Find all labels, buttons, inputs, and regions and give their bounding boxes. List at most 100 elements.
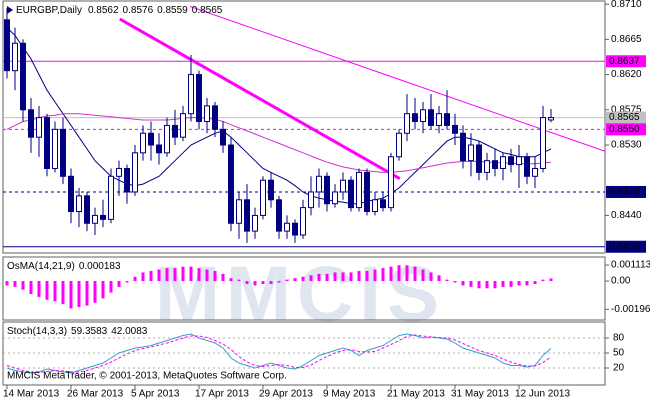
osma-bar	[525, 281, 529, 286]
candle-body	[236, 199, 242, 224]
osma-bar	[261, 281, 265, 284]
level-label: 0.8550	[609, 124, 640, 135]
osma-bar	[109, 281, 113, 293]
osma-bar	[549, 278, 553, 282]
osma-bar	[13, 281, 17, 287]
osma-bar	[293, 278, 297, 282]
osma-bar	[125, 281, 129, 283]
stoch-tick-label: 50	[613, 348, 625, 359]
level-label: 0.8637	[609, 56, 640, 67]
candle-body	[412, 113, 418, 123]
osma-bar	[141, 272, 145, 282]
candle-body	[172, 124, 178, 138]
osma-bar	[237, 279, 241, 282]
candle-body	[132, 152, 138, 193]
osma-bar	[533, 281, 537, 284]
osma-bar	[461, 281, 465, 286]
candle-body	[28, 109, 34, 138]
footer: MMCIS MetaTrader, © 2001-2013, MetaQuote…	[7, 371, 287, 382]
osma-bar	[205, 269, 209, 282]
osma-bar	[309, 275, 313, 282]
osma-bar	[29, 281, 33, 295]
candle-body	[380, 199, 386, 209]
candle-body	[44, 117, 50, 169]
main-title: EURGBP,Daily 0.8562 0.8576 0.8559 0.8565	[16, 5, 223, 16]
stoch-title: Stoch(14,3,3) 59.3583 42.0083	[7, 326, 148, 337]
candle-body	[20, 42, 26, 111]
osma-bar	[493, 281, 497, 289]
osma-bar	[45, 281, 49, 300]
candle-body	[116, 167, 122, 177]
candle-body	[196, 74, 202, 123]
stoch-line	[6, 333, 552, 374]
osma-bar	[165, 268, 169, 282]
osma-bar	[133, 276, 137, 282]
watermark: MMCIS	[155, 250, 445, 338]
osma-bar	[61, 281, 65, 305]
candle-body	[452, 124, 458, 134]
osma-bar	[253, 281, 257, 286]
candle-body	[428, 109, 434, 126]
candle-body	[100, 214, 106, 220]
osma-bar	[157, 269, 161, 282]
candle-body	[12, 42, 18, 72]
candle-body	[268, 179, 274, 201]
x-tick-label: 26 Mar 2013	[67, 389, 124, 400]
osma-bar	[269, 281, 273, 284]
candle-body	[60, 128, 66, 177]
candle-body	[108, 175, 114, 220]
level-label-bg	[606, 185, 646, 198]
osma-bar	[5, 281, 9, 286]
candle-body	[444, 113, 450, 126]
osma-bar	[213, 270, 217, 282]
osma-panel	[2, 256, 606, 321]
candle-body	[324, 175, 330, 205]
candle-body	[260, 179, 266, 216]
osma-bar	[37, 281, 41, 297]
candle-body	[156, 144, 162, 154]
candle-body	[364, 171, 370, 213]
stoch-name: Stoch(14,3,3)	[7, 326, 67, 337]
stoch-tick-label: 80	[613, 333, 625, 344]
candle-body	[76, 195, 82, 213]
osma-bar	[517, 281, 521, 286]
osma-bar	[245, 281, 249, 284]
plot-layer: 0.8710 0.8665 0.8620 0.8575 0.8530 0.8440 14 M…	[3, 0, 650, 400]
x-tick-label: 14 Mar 2013	[3, 389, 60, 400]
osma-bar	[301, 276, 305, 282]
candle-body	[36, 117, 42, 138]
candle-body	[148, 132, 154, 146]
candle-body	[124, 167, 130, 193]
osma-bar	[413, 266, 417, 282]
candle-body	[484, 160, 490, 173]
x-tick-label: 21 May 2013	[387, 389, 445, 400]
high-value: 0.8576	[123, 5, 154, 16]
osma-bar	[445, 279, 449, 282]
osma-bar	[509, 281, 513, 287]
y-tick-label: 0.8620	[611, 69, 642, 80]
close-value: 0.8565	[192, 5, 223, 16]
candle-body	[516, 156, 522, 166]
candle-body	[244, 199, 250, 232]
x-tick-label: 12 Jun 2013	[515, 389, 570, 400]
main-panel	[2, 0, 606, 254]
osma-tick-label: 0.00	[611, 276, 631, 287]
candle-body	[436, 113, 442, 126]
candle-body	[548, 117, 554, 121]
osma-bar	[53, 281, 57, 302]
candle-body	[212, 105, 218, 130]
candle-body	[252, 214, 258, 232]
osma-bar	[333, 272, 337, 282]
osma-bar	[389, 266, 393, 282]
y-tick-label: 0.8665	[611, 34, 642, 45]
candle-body	[332, 191, 338, 205]
x-tick-label: 29 Apr 2013	[259, 389, 313, 400]
candle-body	[500, 156, 506, 169]
x-tick-label: 17 Apr 2013	[195, 389, 249, 400]
candle-body	[388, 156, 394, 209]
level-label-bg	[606, 111, 646, 124]
osma-bar	[317, 273, 321, 282]
candle-body	[492, 160, 498, 169]
osma-bar	[485, 281, 489, 289]
open-value: 0.8562	[88, 5, 119, 16]
